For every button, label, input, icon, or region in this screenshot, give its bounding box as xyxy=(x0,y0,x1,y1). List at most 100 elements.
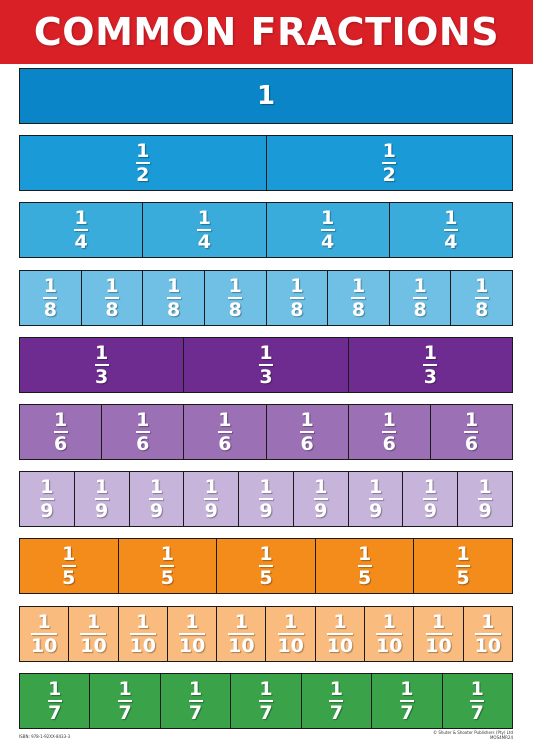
fraction-denominator: 10 xyxy=(129,634,156,657)
fraction-numerator: 1 xyxy=(351,274,366,297)
fraction-denominator: 5 xyxy=(62,567,76,590)
fraction-denominator: 9 xyxy=(149,500,164,523)
page-header: COMMON FRACTIONS xyxy=(0,0,533,64)
fraction-denominator: 5 xyxy=(160,567,174,590)
fraction-cell: 1 10 xyxy=(216,606,265,661)
fraction-bar xyxy=(179,632,206,635)
fraction-numerator: 1 xyxy=(300,409,314,431)
fraction-denominator: 9 xyxy=(40,500,54,523)
fraction-bar xyxy=(382,431,397,433)
fraction-denominator: 10 xyxy=(474,634,502,657)
fraction-bar xyxy=(357,565,372,568)
fraction-numerator: 1 xyxy=(136,409,150,431)
fraction-numerator: 1 xyxy=(43,274,57,297)
fraction-denominator: 4 xyxy=(197,231,211,254)
fraction-label: 1 10 xyxy=(327,612,353,656)
fraction-numerator: 1 xyxy=(259,543,273,566)
fraction-numerator: 1 xyxy=(382,610,396,633)
fraction-bar xyxy=(399,699,414,702)
fraction-numerator: 1 xyxy=(400,677,414,700)
fraction-denominator: 6 xyxy=(53,433,68,455)
fraction-bar xyxy=(313,498,328,501)
fraction-bar xyxy=(228,296,243,299)
page-title: COMMON FRACTIONS xyxy=(33,10,500,54)
fraction-numerator: 1 xyxy=(444,207,458,230)
fraction-bar xyxy=(43,296,58,299)
fraction-label: 1 10 xyxy=(425,612,451,656)
fraction-label: 1 10 xyxy=(179,612,205,656)
fraction-bar xyxy=(258,699,273,702)
fraction-denominator: 7 xyxy=(329,701,343,724)
fraction-numerator: 1 xyxy=(136,140,150,163)
fraction-numerator: 1 xyxy=(160,543,174,566)
fraction-bar xyxy=(470,699,485,702)
fraction-cell: 1 xyxy=(20,69,512,123)
fraction-numerator: 1 xyxy=(321,207,335,230)
fraction-denominator: 6 xyxy=(136,433,150,455)
fraction-cell: 1 10 xyxy=(166,606,216,661)
fraction-bar xyxy=(53,431,68,433)
fraction-denominator: 10 xyxy=(228,634,255,657)
fraction-numerator: 1 xyxy=(228,274,242,297)
fraction-denominator: 10 xyxy=(277,634,304,657)
fraction-denominator: 7 xyxy=(259,701,273,724)
fraction-bar xyxy=(118,699,133,702)
fraction-numerator: 1 xyxy=(290,274,304,297)
fraction-row-1: 1 xyxy=(19,68,513,124)
fraction-numerator: 1 xyxy=(37,610,51,633)
fraction-bar xyxy=(39,498,54,501)
fraction-bar xyxy=(204,498,219,501)
fraction-bar xyxy=(443,229,458,232)
fraction-numerator: 1 xyxy=(382,140,396,163)
fraction-denominator: 7 xyxy=(400,701,414,724)
isbn-text: ISBN: 978-1-92XX-8433-3 xyxy=(19,734,71,739)
fraction-denominator: 10 xyxy=(80,634,107,657)
fraction-bar xyxy=(474,296,489,299)
fraction-label: 1 10 xyxy=(376,612,402,656)
fraction-numerator: 1 xyxy=(166,274,181,297)
fraction-numerator: 1 xyxy=(149,476,164,499)
fraction-numerator: 1 xyxy=(259,341,273,364)
fraction-denominator: 3 xyxy=(95,365,109,388)
fraction-bar xyxy=(320,229,335,232)
fraction-numerator: 1 xyxy=(382,409,396,431)
